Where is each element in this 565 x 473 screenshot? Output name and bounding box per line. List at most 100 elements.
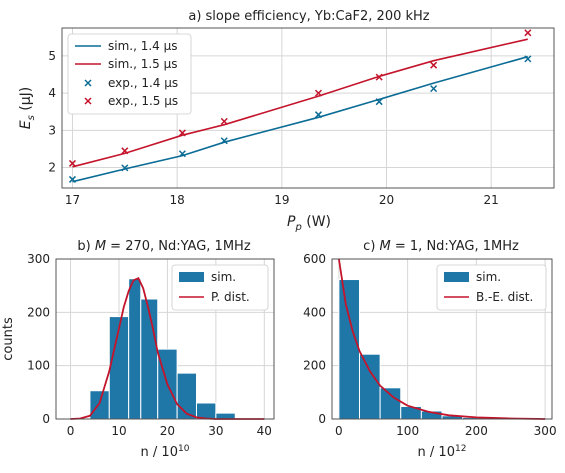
panel-b-curve	[70, 277, 265, 420]
panel-c-bar	[338, 279, 360, 420]
panel-a-legend-box	[67, 33, 192, 115]
panel-b-frame	[55, 258, 275, 420]
panel-a-ylabel-sub: s	[26, 115, 37, 120]
marker-stroke	[178, 150, 186, 158]
marker-stroke	[68, 159, 76, 167]
marker-stroke	[314, 111, 322, 119]
panel-b-bar	[176, 372, 197, 420]
series-marker-3	[314, 89, 322, 97]
marker-stroke	[375, 73, 383, 81]
panel-a-ticks: 17 18 19 20 21 2 3 4 5	[48, 49, 498, 207]
panel-b-bar	[89, 390, 110, 420]
panel-c-xtick-label: 300	[534, 424, 557, 438]
panel-b-ylabel: counts	[1, 317, 16, 361]
panel-b-bar	[195, 402, 217, 420]
panel-c-bar	[359, 353, 381, 420]
legend-marker-exp-14	[84, 79, 92, 87]
panel-c-ytick-label: 600	[303, 252, 326, 266]
panel-b-title-post: = 270, Nd:YAG, 1MHz	[106, 239, 251, 254]
series-marker-2	[178, 150, 186, 158]
panel-c-title-pre: c)	[363, 239, 379, 254]
panel-b-xtick-label: 20	[160, 424, 175, 438]
panel-c-ticks: 0 100 200 300 0 200 400 600	[303, 252, 556, 438]
series-marker-3	[68, 159, 76, 167]
legend-label-sim-14: sim., 1.4 µs	[108, 39, 178, 53]
series-marker-2	[121, 164, 129, 172]
panel-a-xtick-label: 21	[484, 193, 499, 207]
panel-c-title-post: = 1, Nd:YAG, 1MHz	[391, 239, 519, 254]
marker-stroke	[121, 147, 129, 155]
panel-c-xtick-label: 200	[465, 424, 488, 438]
series-marker-2	[68, 175, 76, 183]
legend-label-exp-15: exp., 1.5 µs	[108, 94, 178, 108]
panel-c-xtick-label: 0	[335, 424, 343, 438]
panel-c: c) M = 1, Nd:YAG, 1MHz 0 100 200 300 0 200 400…	[303, 239, 556, 460]
series-marker-3	[524, 29, 532, 37]
series-marker-2	[430, 85, 438, 93]
panel-a-ytick-label: 4	[48, 86, 56, 100]
series-marker-3	[178, 129, 186, 137]
panel-a-xlabel-unit: (W)	[302, 214, 331, 230]
marker-stroke	[375, 98, 383, 106]
panel-b-xtick-label: 40	[257, 424, 272, 438]
panel-c-title-math: M	[380, 239, 391, 254]
panel-b-ytick-label: 100	[27, 359, 50, 373]
legend-label-pdist: P. dist.	[211, 290, 250, 304]
marker-stroke	[430, 61, 438, 69]
legend-swatch-sim-b	[179, 272, 204, 282]
panel-b-title-pre: b)	[77, 239, 94, 254]
legend-label-sim-b: sim.	[211, 270, 236, 284]
series-line-1	[72, 38, 528, 168]
panel-b-ytick-label: 0	[42, 412, 50, 426]
series-line-0	[72, 55, 529, 183]
legend-label-sim-c: sim.	[476, 270, 501, 284]
panel-a-ylabel-main: E	[18, 120, 34, 129]
panel-b-title: b) M = 270, Nd:YAG, 1MHz	[77, 239, 250, 254]
panel-c-title: c) M = 1, Nd:YAG, 1MHz	[363, 239, 519, 254]
panel-a-ylabel: Es (μJ)	[18, 87, 37, 130]
panel-a-ytick-label: 5	[48, 49, 56, 63]
panel-a-xlabel-main: P	[287, 214, 296, 230]
panel-b-xlabel: n / 1010	[141, 444, 190, 460]
panel-b-legend: sim. P. dist.	[171, 264, 269, 311]
panel-a-xtick-label: 18	[170, 193, 185, 207]
marker-stroke	[524, 55, 532, 63]
panel-b-ticks: 0 10 20 30 40 0 100 200 300	[27, 252, 272, 438]
panel-c-xlabel-exp: 12	[455, 444, 466, 454]
panel-b-xlabel-exp: 10	[178, 444, 190, 454]
panel-c-legend: sim. B.-E. dist.	[436, 264, 547, 311]
marker-stroke	[121, 164, 129, 172]
panel-b-xtick-label: 10	[111, 424, 126, 438]
panel-c-ytick-label: 400	[303, 305, 326, 319]
panel-a-series	[68, 29, 532, 183]
series-marker-3	[430, 61, 438, 69]
panel-b-bar	[128, 278, 142, 420]
panel-b-title-math: M	[95, 239, 106, 254]
panel-c-curve	[338, 258, 546, 420]
panel-b-ytick-label: 200	[27, 305, 50, 319]
marker-stroke	[524, 29, 532, 37]
legend-label-exp-14: exp., 1.4 µs	[108, 76, 178, 90]
panel-a: a) slope efficiency, Yb:CaF2, 200 kHz 17…	[18, 9, 555, 233]
panel-a-xtick-label: 20	[379, 193, 394, 207]
panel-a-ylabel-unit: (μJ)	[18, 87, 34, 115]
series-marker-3	[220, 117, 228, 125]
legend-label-bedist: B.-E. dist.	[476, 290, 533, 304]
series-marker-2	[375, 98, 383, 106]
panel-b-xtick-label: 30	[208, 424, 223, 438]
legend-swatch-sim-c	[444, 272, 469, 282]
panel-a-xtick-label: 17	[65, 193, 80, 207]
panel-a-xtick-label: 19	[274, 193, 289, 207]
marker-stroke	[178, 129, 186, 137]
panel-b-curve-line	[70, 277, 265, 420]
panel-c-bar	[379, 387, 402, 420]
series-marker-2	[524, 55, 532, 63]
panel-a-ytick-label: 3	[48, 123, 56, 137]
panel-b-bars	[89, 278, 236, 420]
panel-b: b) M = 270, Nd:YAG, 1MHz 0 10 20 30 40010020…	[1, 239, 275, 460]
legend-label-sim-15: sim., 1.5 µs	[108, 57, 178, 71]
marker-stroke	[220, 117, 228, 125]
series-marker-3	[375, 73, 383, 81]
panel-b-xtick-label: 0	[67, 424, 75, 438]
